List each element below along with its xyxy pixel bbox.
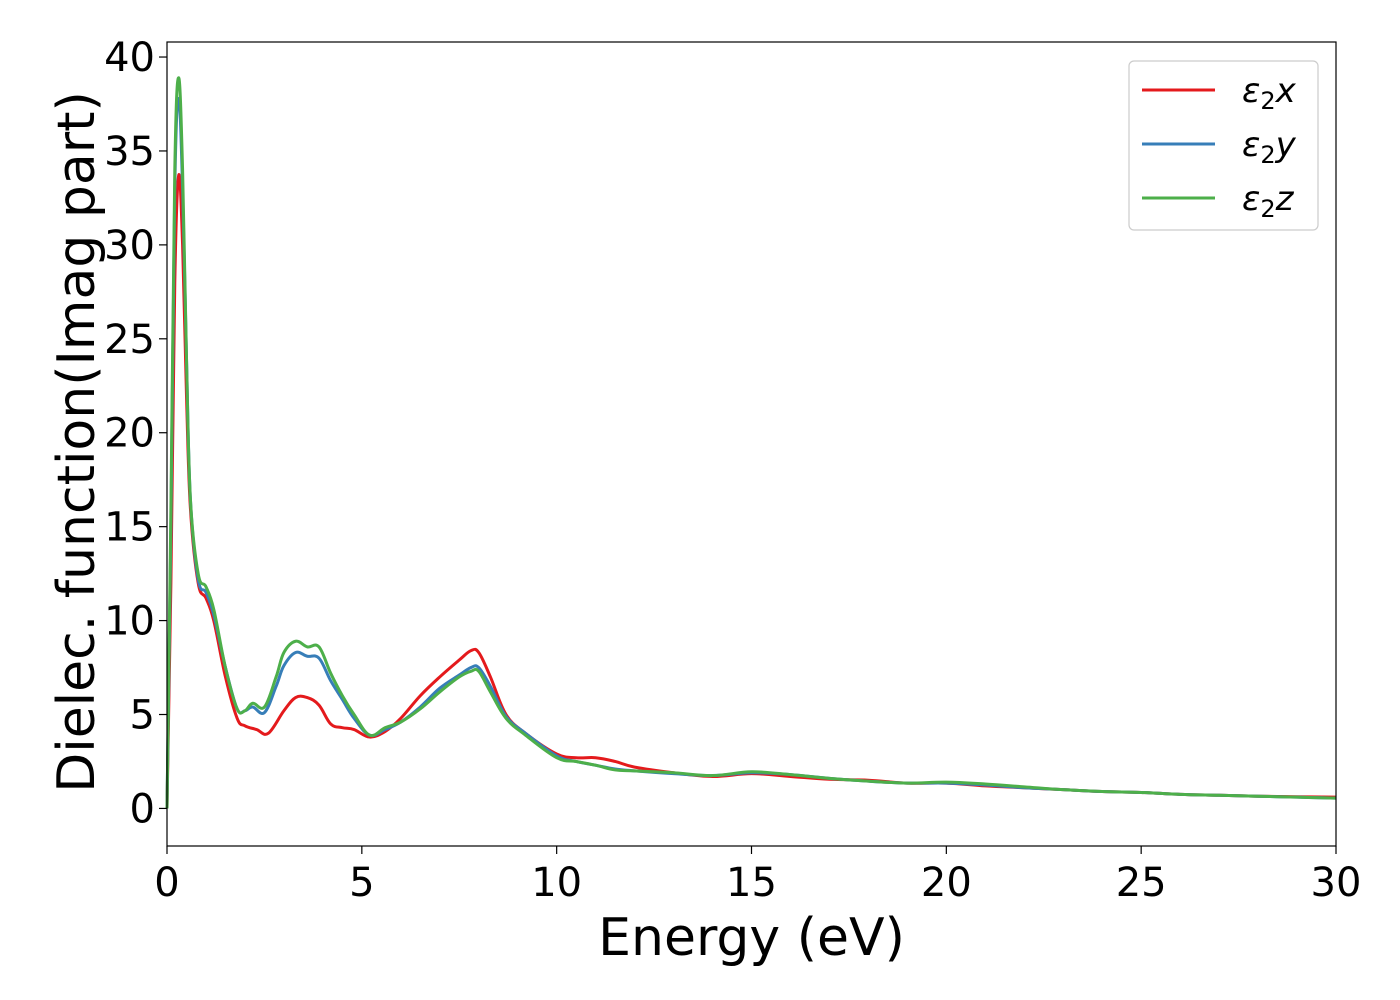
- x-axis-label: Energy (eV): [598, 908, 905, 968]
- x-tick-label: 15: [726, 860, 777, 906]
- x-axis-ticks: 0 5 10 15 20 25 30: [154, 846, 1361, 906]
- series-group: [165, 76, 1337, 809]
- legend-box: [1128, 60, 1319, 231]
- y-tick-label: 5: [130, 693, 155, 739]
- x-tick-label: 0: [154, 860, 179, 906]
- legend-label-y: ε2y: [1242, 125, 1297, 169]
- series-line-z: [165, 76, 1337, 809]
- y-tick-label: 15: [104, 505, 155, 551]
- x-tick-label: 10: [531, 860, 582, 906]
- series-line-x: [165, 173, 1337, 809]
- x-tick-label: 20: [921, 860, 972, 906]
- y-tick-label: 35: [104, 129, 155, 175]
- y-tick-label: 0: [130, 786, 155, 832]
- y-tick-label: 10: [104, 599, 155, 645]
- legend: ε2x ε2y ε2z: [1128, 60, 1319, 231]
- y-tick-label: 20: [104, 411, 155, 457]
- y-axis-ticks: 0 5 10 15 20 25 30 35 40: [104, 35, 167, 832]
- legend-label-x: ε2x: [1242, 71, 1297, 115]
- x-tick-label: 5: [349, 860, 374, 906]
- legend-label-z: ε2z: [1242, 179, 1295, 223]
- y-tick-label: 30: [104, 223, 155, 269]
- y-axis-label: Dielec. function(Imag part): [47, 91, 107, 793]
- y-tick-label: 40: [104, 35, 155, 81]
- x-tick-label: 25: [1116, 860, 1167, 906]
- x-tick-label: 30: [1311, 860, 1362, 906]
- y-tick-label: 25: [104, 317, 155, 363]
